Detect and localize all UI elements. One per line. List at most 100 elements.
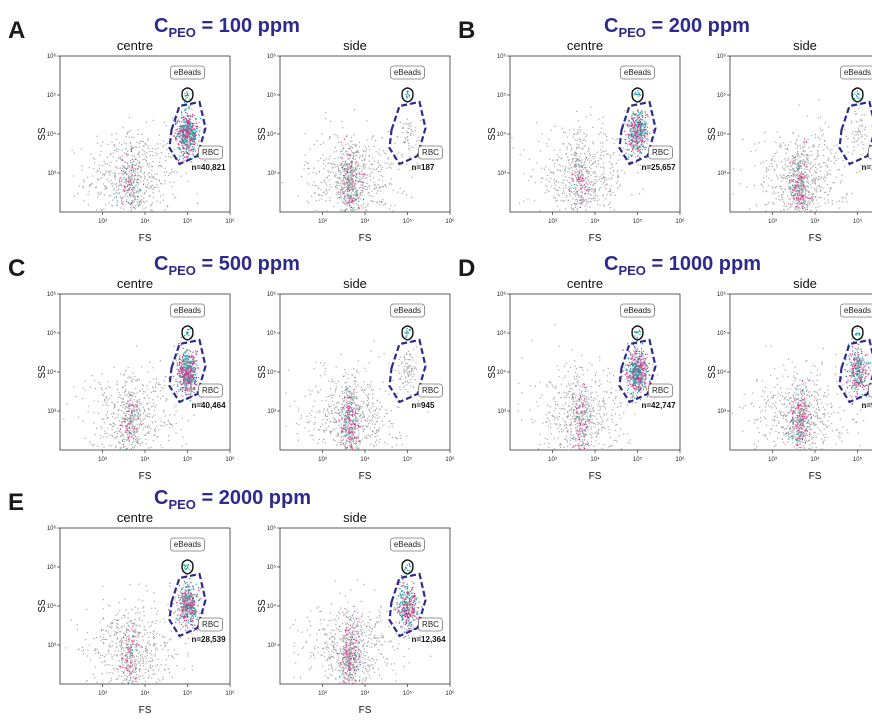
event-point [575,204,577,206]
event-point [383,204,385,206]
event-point [191,375,193,377]
event-point [855,141,857,143]
plot-frame [509,55,681,213]
event-point [157,186,159,188]
event-point [113,407,115,409]
event-point [350,165,352,167]
event-point [350,183,352,185]
event-point [134,430,136,432]
event-point [355,177,358,179]
event-point [109,434,111,436]
event-point [819,127,821,129]
event-point [829,150,831,152]
event-point [640,126,642,128]
event-point [343,181,345,183]
event-point [129,407,131,409]
event-point [138,146,141,148]
event-point [118,430,120,432]
event-point [180,117,182,120]
event-point [593,172,595,174]
event-point [637,146,639,149]
event-point [130,380,132,382]
event-point [346,170,348,172]
event-point [181,114,183,116]
event-point [792,162,794,165]
event-point [587,173,589,175]
event-point [144,178,146,180]
event-point [817,164,819,166]
event-point [136,345,138,347]
event-point [360,184,362,186]
event-point [779,144,781,146]
event-point [616,171,618,173]
event-point [104,173,106,175]
event-point [795,170,797,172]
condition-subscript: PEO [168,25,195,40]
event-point [826,173,829,175]
event-point [800,171,803,173]
event-point [806,185,808,187]
event-point [574,207,577,209]
event-point [152,387,154,389]
event-point [125,382,127,384]
event-point [135,158,137,160]
event-point [160,183,162,185]
event-point [732,193,734,195]
event-point [631,125,633,127]
event-point [93,400,95,402]
event-point [582,178,584,180]
event-point [410,133,412,135]
event-point [364,158,366,160]
event-point [187,126,189,128]
event-point [132,432,135,434]
event-point [829,169,831,171]
event-point [341,193,344,195]
event-point [124,152,126,154]
event-point [336,176,338,178]
event-point [157,153,159,155]
event-point [595,194,597,196]
event-point [589,154,591,156]
event-point [634,93,636,95]
event-point [109,386,111,389]
event-point [191,134,193,136]
event-point [519,154,521,156]
event-point [842,159,844,162]
event-point [824,202,826,204]
event-point [644,126,646,128]
event-point [561,157,563,159]
event-point [147,432,149,434]
event-point [342,197,344,199]
event-point [133,419,135,421]
event-point [581,200,583,202]
event-point [189,124,191,126]
event-point [132,204,134,206]
event-point [642,139,644,141]
event-point [186,144,188,146]
event-point [583,198,585,200]
event-point [733,168,735,170]
event-point [189,132,191,134]
event-point [83,200,85,202]
event-point [347,169,349,171]
event-point [637,142,640,144]
event-point [791,195,793,197]
event-point [739,183,741,185]
event-point [589,189,591,191]
event-point [191,140,193,143]
event-point [355,183,357,185]
event-point [148,426,150,428]
event-point [791,189,793,191]
event-point [165,156,167,158]
event-point [791,178,793,180]
event-point [166,424,168,426]
event-point [112,205,114,207]
event-point [619,154,621,156]
event-point [135,189,137,191]
event-point [349,207,351,209]
event-point [152,390,154,393]
event-point [132,408,134,410]
event-point [159,161,161,163]
event-point [565,196,567,198]
event-point [356,177,358,179]
